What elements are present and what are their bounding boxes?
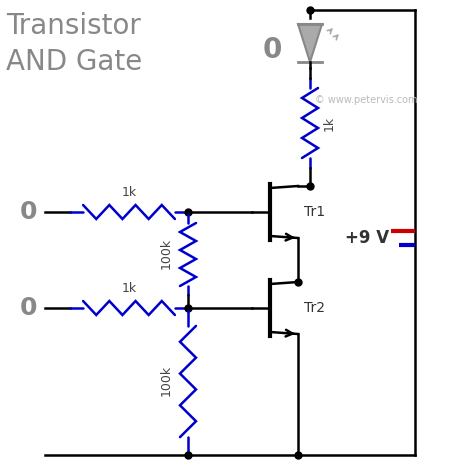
Text: Tr2: Tr2 bbox=[304, 301, 325, 315]
Polygon shape bbox=[298, 24, 322, 62]
Text: 1k: 1k bbox=[323, 115, 336, 131]
Text: © www.petervis.com: © www.petervis.com bbox=[315, 95, 418, 105]
Text: 0: 0 bbox=[19, 296, 37, 320]
Text: Transistor: Transistor bbox=[6, 12, 141, 40]
Text: 100k: 100k bbox=[159, 238, 173, 269]
Text: 1k: 1k bbox=[121, 186, 137, 199]
Text: 0: 0 bbox=[19, 200, 37, 224]
Text: 1k: 1k bbox=[121, 281, 137, 294]
Text: Tr1: Tr1 bbox=[304, 205, 325, 219]
Text: +9 V: +9 V bbox=[345, 229, 389, 247]
Text: AND Gate: AND Gate bbox=[6, 48, 142, 76]
Text: 0: 0 bbox=[262, 36, 282, 64]
Text: 100k: 100k bbox=[159, 365, 173, 396]
